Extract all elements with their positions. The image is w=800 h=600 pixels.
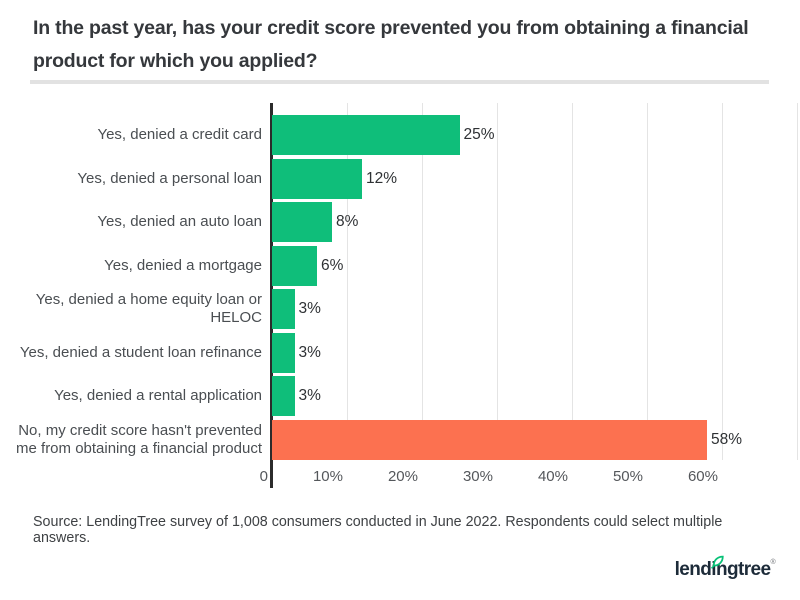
category-label: Yes, denied a credit card: [97, 126, 262, 143]
chart-row: No, my credit score hasn't prevented me …: [0, 419, 797, 460]
gridline: [422, 103, 423, 460]
x-tick-label: 20%: [387, 468, 418, 485]
bar: [272, 289, 295, 329]
chart-row: Yes, denied a credit card 25%: [0, 115, 797, 155]
chart-title: In the past year, has your credit score …: [33, 17, 749, 72]
category-label: Yes, denied a personal loan: [77, 169, 262, 187]
bar-track: 25%: [272, 115, 797, 155]
lendingtree-logo: lendingtree®: [674, 553, 776, 583]
bar: [272, 202, 332, 242]
category-label: Yes, denied an auto loan: [97, 213, 262, 230]
bar: [272, 115, 460, 155]
gridline: [647, 103, 648, 460]
gridline: [797, 103, 798, 460]
bar: [272, 419, 707, 460]
category-label: Yes, denied a student loan refinance: [19, 343, 262, 361]
x-tick-label: 40%: [537, 468, 568, 485]
gridline: [347, 103, 348, 460]
chart-row: Yes, denied a mortgage 6%: [0, 245, 797, 286]
bar-track: 58%: [272, 419, 797, 460]
bar: [272, 158, 362, 199]
title-divider: [30, 80, 769, 84]
bar-value-label: 6%: [321, 256, 344, 274]
gridline: [497, 103, 498, 460]
bar-track: 8%: [272, 202, 797, 242]
x-tick-label: 0: [259, 468, 268, 485]
bar-value-label: 3%: [298, 300, 321, 317]
bar-track: 6%: [272, 245, 797, 286]
bar-track: 12%: [272, 158, 797, 199]
chart-rows: Yes, denied a credit card 25% Yes, denied …: [0, 115, 797, 463]
bar-track: 3%: [272, 289, 797, 329]
x-tick-label: 60%: [687, 468, 718, 485]
logo-trademark: ®: [770, 559, 775, 566]
x-tick-label: 10%: [312, 468, 343, 485]
source-note: Source: LendingTree survey of 1,008 cons…: [33, 514, 723, 546]
leaf-icon: [710, 553, 725, 575]
gridlines: [272, 103, 798, 460]
logo-wordmark-text: lendingtree: [674, 559, 771, 580]
chart-row: Yes, denied a rental application 3%: [0, 376, 797, 416]
chart-row: Yes, denied a personal loan 12%: [0, 158, 797, 199]
gridline: [572, 103, 573, 460]
chart-row: Yes, denied a home equity loan or HELOC 3…: [0, 289, 797, 329]
y-axis-line: [270, 103, 273, 488]
x-axis-ticks: 0 10% 20% 30% 40% 50% 60%: [260, 468, 797, 488]
bar: [272, 376, 295, 416]
bar-value-label: 3%: [298, 387, 321, 404]
chart-row: Yes, denied a student loan refinance 3%: [0, 332, 797, 373]
bar: [272, 332, 295, 373]
category-label: Yes, denied a home equity loan or HELOC: [35, 291, 262, 326]
chart-row: Yes, denied an auto loan 8%: [0, 202, 797, 242]
bar-track: 3%: [272, 376, 797, 416]
bar-value-label: 58%: [711, 430, 743, 448]
gridline: [722, 103, 723, 460]
bar-value-label: 25%: [463, 126, 495, 143]
bar-value-label: 3%: [298, 343, 321, 361]
category-label: Yes, denied a rental application: [54, 387, 262, 404]
logo-wordmark: lendingtree®: [674, 555, 776, 580]
x-tick-label: 50%: [612, 468, 643, 485]
bar-value-label: 8%: [336, 213, 359, 230]
category-label: Yes, denied a mortgage: [104, 256, 262, 274]
bar-chart: Yes, denied a credit card 25% Yes, denied …: [0, 103, 800, 498]
bar: [272, 245, 317, 286]
bar-track: 3%: [272, 332, 797, 373]
x-tick-label: 30%: [462, 468, 493, 485]
category-label: No, my credit score hasn't prevented me …: [16, 421, 262, 457]
bar-value-label: 12%: [366, 169, 398, 187]
